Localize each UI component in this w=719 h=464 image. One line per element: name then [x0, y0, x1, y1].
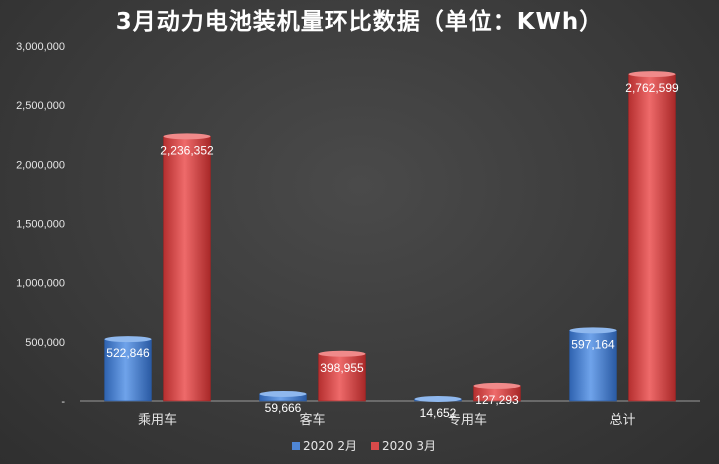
data-label: 2,236,352: [160, 143, 214, 157]
bar-cap: [473, 382, 521, 389]
chart-title: 3月动力电池装机量环比数据（单位：KWh）: [115, 9, 604, 35]
data-label: 2,762,599: [625, 81, 679, 95]
bar-cap: [414, 396, 462, 402]
bar-cap: [104, 336, 152, 343]
x-tick-label: 专用车: [448, 412, 487, 428]
y-tick-label: 2,500,000: [16, 100, 65, 112]
data-label: 127,293: [475, 393, 519, 407]
legend-swatch: [371, 442, 379, 450]
y-tick-label: 1,000,000: [16, 278, 65, 290]
data-label: 597,164: [571, 337, 615, 351]
bar: [628, 73, 676, 402]
legend-label: 2020 3月: [382, 439, 436, 453]
y-tick-label: 1,500,000: [16, 219, 65, 231]
bar-cap: [318, 350, 366, 357]
y-tick-label: 3,000,000: [16, 41, 65, 53]
bar-cap: [259, 390, 307, 397]
data-label: 59,666: [265, 401, 302, 415]
data-label: 522,846: [106, 346, 150, 360]
legend-swatch: [292, 442, 300, 450]
bar-cap: [163, 133, 211, 140]
legend-label: 2020 2月: [303, 439, 357, 453]
bar-cap: [569, 327, 617, 334]
y-tick-label: 500,000: [25, 337, 65, 349]
y-tick-label: -: [61, 396, 65, 408]
data-label: 398,955: [320, 361, 364, 375]
data-label: 14,652: [420, 406, 457, 420]
x-tick-label: 总计: [609, 413, 635, 428]
y-tick-label: 2,000,000: [16, 159, 65, 171]
x-tick-label: 客车: [299, 412, 325, 428]
bar: [104, 338, 152, 402]
bar-cap: [628, 71, 676, 78]
bar: [163, 136, 211, 402]
x-tick-label: 乘用车: [138, 412, 177, 428]
